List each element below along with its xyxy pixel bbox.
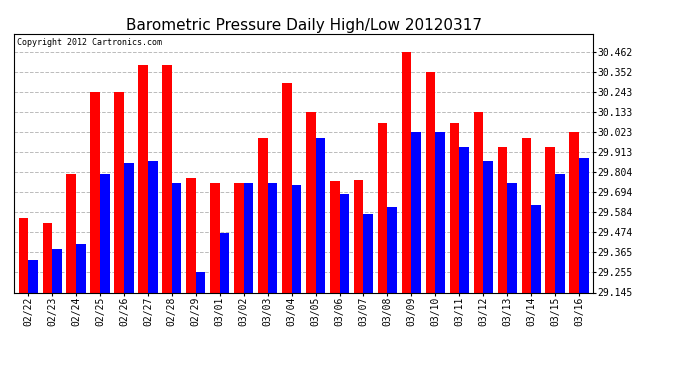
Bar <box>473 112 483 292</box>
Bar <box>258 138 268 292</box>
Bar <box>66 174 76 292</box>
Bar <box>196 272 206 292</box>
Bar <box>292 185 302 292</box>
Bar <box>378 123 387 292</box>
Bar <box>315 138 325 292</box>
Bar <box>531 205 541 292</box>
Bar <box>100 174 110 292</box>
Bar <box>387 207 397 292</box>
Bar <box>426 72 435 292</box>
Text: Copyright 2012 Cartronics.com: Copyright 2012 Cartronics.com <box>17 38 161 46</box>
Bar <box>268 183 277 292</box>
Bar <box>435 132 445 292</box>
Bar <box>450 123 460 292</box>
Bar <box>411 132 421 292</box>
Bar <box>210 183 220 292</box>
Bar <box>234 183 244 292</box>
Bar <box>522 138 531 292</box>
Bar <box>19 218 28 292</box>
Bar <box>497 147 507 292</box>
Bar <box>460 147 469 292</box>
Bar <box>339 194 349 292</box>
Bar <box>90 92 100 292</box>
Bar <box>124 163 134 292</box>
Bar <box>162 65 172 292</box>
Bar <box>28 260 38 292</box>
Bar <box>148 161 157 292</box>
Bar <box>282 83 292 292</box>
Bar <box>76 243 86 292</box>
Bar <box>172 183 181 292</box>
Bar <box>354 180 364 292</box>
Title: Barometric Pressure Daily High/Low 20120317: Barometric Pressure Daily High/Low 20120… <box>126 18 482 33</box>
Bar <box>330 182 339 292</box>
Bar <box>43 224 52 292</box>
Bar <box>546 147 555 292</box>
Bar <box>138 65 148 292</box>
Bar <box>579 158 589 292</box>
Bar <box>52 249 61 292</box>
Bar <box>244 183 253 292</box>
Bar <box>569 132 579 292</box>
Bar <box>483 161 493 292</box>
Bar <box>306 112 315 292</box>
Bar <box>507 183 517 292</box>
Bar <box>402 52 411 292</box>
Bar <box>186 178 196 292</box>
Bar <box>220 232 229 292</box>
Bar <box>555 174 564 292</box>
Bar <box>364 214 373 292</box>
Bar <box>115 92 124 292</box>
